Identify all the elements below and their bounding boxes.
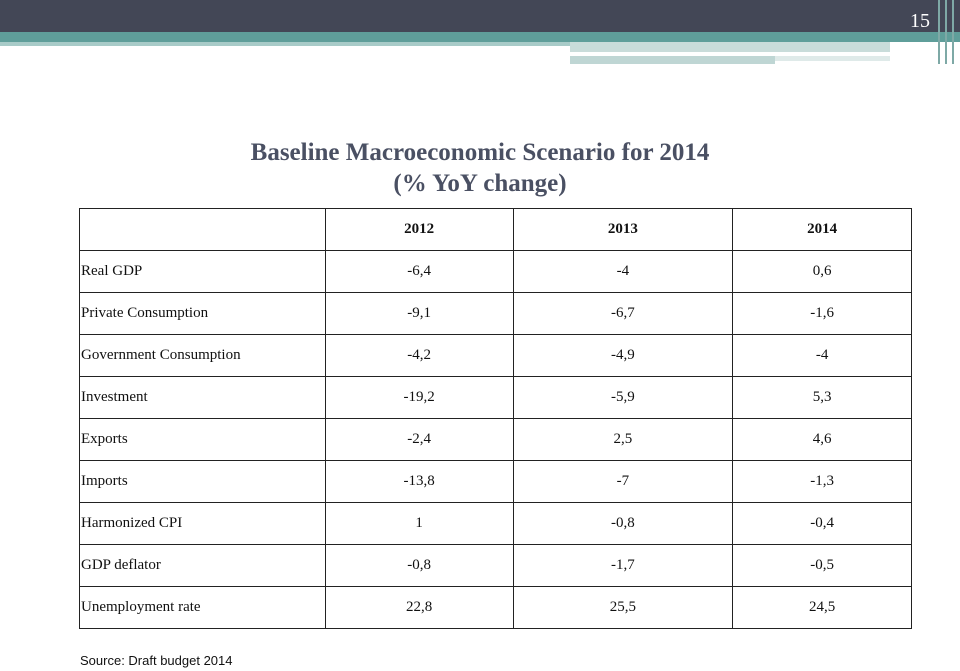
header-stripe: [570, 56, 775, 64]
header-vertical-line: [938, 0, 940, 64]
row-label: Unemployment rate: [79, 586, 326, 629]
table-header-cell: 2014: [732, 208, 912, 251]
table-cell: -4: [732, 334, 912, 377]
table-cell: -4,9: [512, 334, 734, 377]
table-cell: -6,7: [512, 292, 734, 335]
table-row: Government Consumption -4,2 -4,9 -4: [79, 334, 912, 377]
table-header-row: 2012 2013 2014: [79, 208, 912, 251]
slide-title-line2: (% YoY change): [393, 170, 567, 197]
table-cell: -0,8: [512, 502, 734, 545]
table-cell: 4,6: [732, 418, 912, 461]
row-label: Private Consumption: [79, 292, 326, 335]
table-row: Unemployment rate 22,8 25,5 24,5: [79, 586, 912, 629]
table-cell: -0,5: [732, 544, 912, 587]
table-cell: 2,5: [512, 418, 734, 461]
table-cell: 1: [324, 502, 514, 545]
table-cell: -4,2: [324, 334, 514, 377]
row-label: GDP deflator: [79, 544, 326, 587]
table-cell: 25,5: [512, 586, 734, 629]
header-vertical-line: [952, 0, 954, 64]
table-cell: -4: [512, 250, 734, 293]
table-cell: -19,2: [324, 376, 514, 419]
table-cell: -9,1: [324, 292, 514, 335]
header-stripe: [570, 42, 890, 52]
header-accent-band: [0, 32, 960, 42]
row-label: Government Consumption: [79, 334, 326, 377]
macro-scenario-table: 2012 2013 2014 Real GDP -6,4 -4 0,6 Priv…: [79, 208, 912, 629]
table-row: Private Consumption -9,1 -6,7 -1,6: [79, 292, 912, 335]
table-row: Exports -2,4 2,5 4,6: [79, 418, 912, 461]
table-header-cell: 2013: [512, 208, 734, 251]
table-row: Investment -19,2 -5,9 5,3: [79, 376, 912, 419]
slide-title-line1: Baseline Macroeconomic Scenario for 2014: [250, 139, 710, 166]
row-label: Harmonized CPI: [79, 502, 326, 545]
row-label: Investment: [79, 376, 326, 419]
table-cell: -1,7: [512, 544, 734, 587]
slide-header-bar: [0, 0, 960, 32]
page-number: 15: [910, 10, 930, 32]
header-stripe: [775, 56, 890, 61]
table-cell: -0,8: [324, 544, 514, 587]
table-cell: -7: [512, 460, 734, 503]
table-header-cell: [79, 208, 326, 251]
row-label: Real GDP: [79, 250, 326, 293]
table-cell: -5,9: [512, 376, 734, 419]
table-cell: -1,3: [732, 460, 912, 503]
table-cell: 0,6: [732, 250, 912, 293]
source-note: Source: Draft budget 2014: [80, 653, 233, 668]
table-cell: -2,4: [324, 418, 514, 461]
header-vertical-line: [945, 0, 947, 64]
row-label: Exports: [79, 418, 326, 461]
table-row: GDP deflator -0,8 -1,7 -0,5: [79, 544, 912, 587]
header-stripe: [0, 42, 570, 46]
table-row: Real GDP -6,4 -4 0,6: [79, 250, 912, 293]
table-cell: -0,4: [732, 502, 912, 545]
table-cell: 24,5: [732, 586, 912, 629]
slide-title: Baseline Macroeconomic Scenario for 2014…: [0, 137, 960, 199]
table-row: Harmonized CPI 1 -0,8 -0,4: [79, 502, 912, 545]
table-header-cell: 2012: [324, 208, 514, 251]
table-cell: -13,8: [324, 460, 514, 503]
table-cell: 5,3: [732, 376, 912, 419]
table-row: Imports -13,8 -7 -1,3: [79, 460, 912, 503]
header-stripe: [570, 52, 890, 54]
table-cell: -6,4: [324, 250, 514, 293]
table-cell: -1,6: [732, 292, 912, 335]
table-cell: 22,8: [324, 586, 514, 629]
row-label: Imports: [79, 460, 326, 503]
